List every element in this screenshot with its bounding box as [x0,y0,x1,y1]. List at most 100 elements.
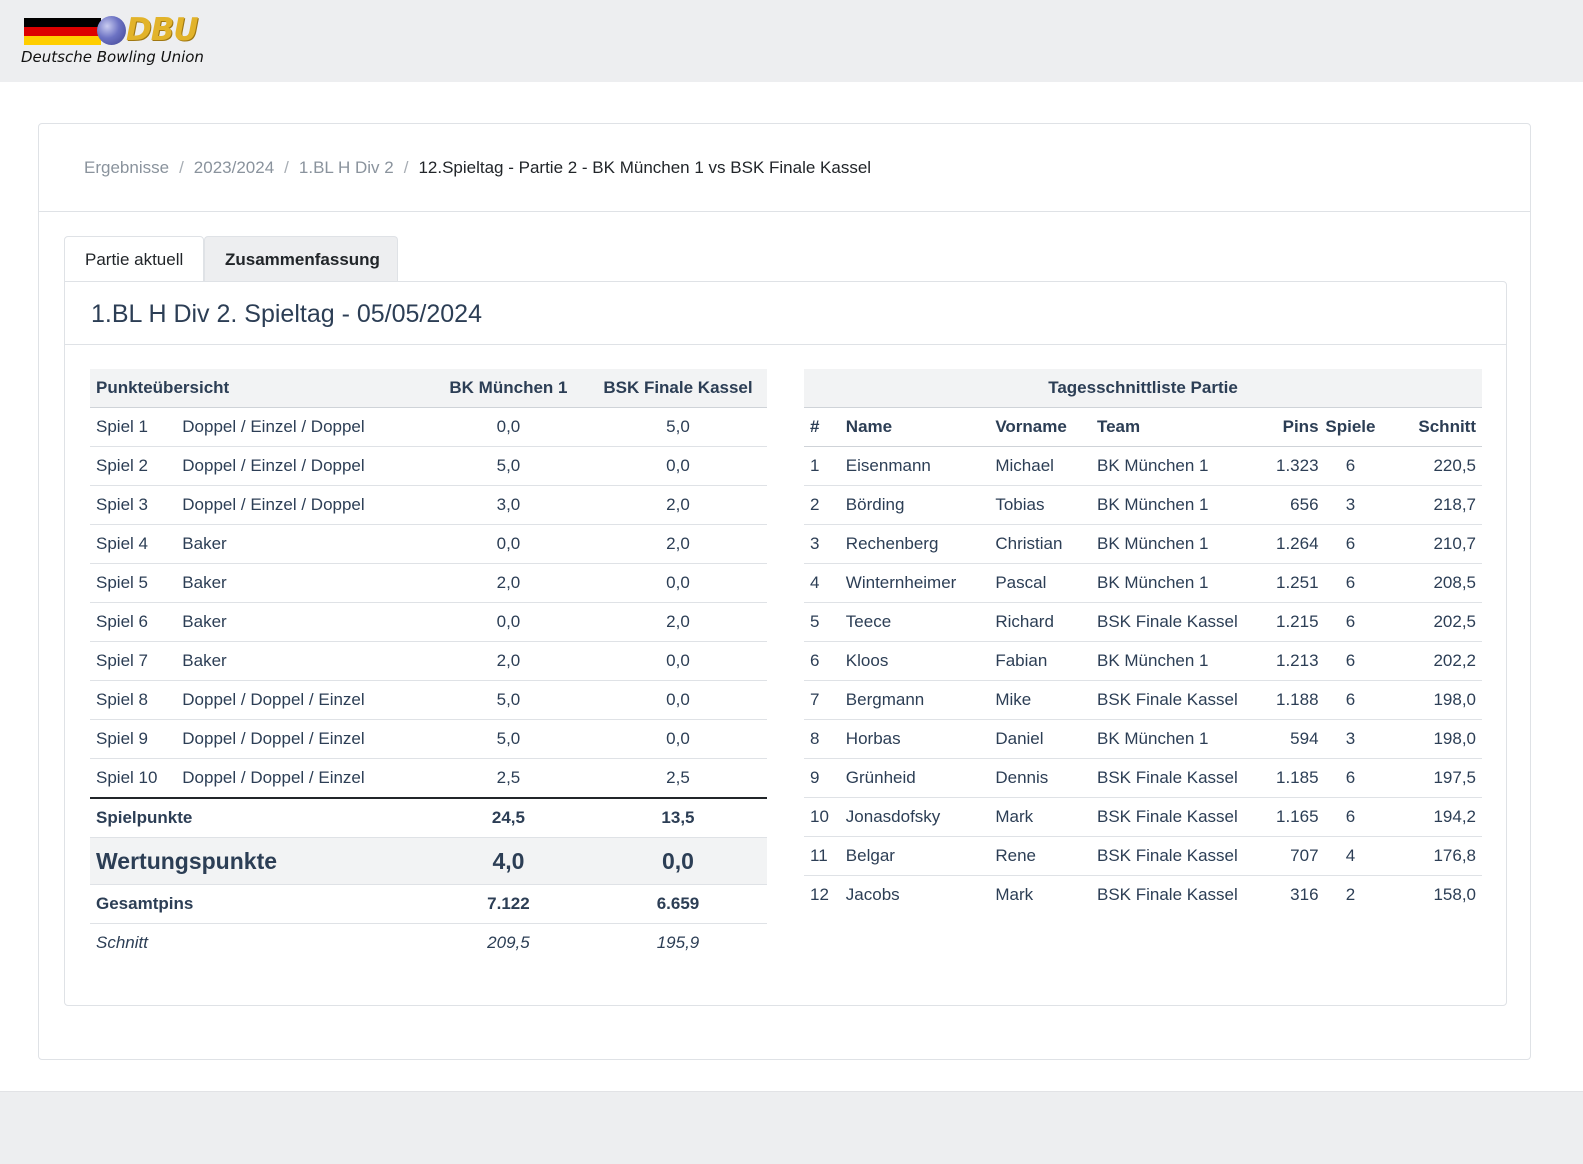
spiel-team-a-points: 2,5 [427,758,589,799]
name-cell: Teece [845,602,996,642]
gesamtpins-label: Gesamtpins [90,884,428,924]
team-cell: BSK Finale Kassel [1096,758,1247,798]
spiel-team-b-points: 2,0 [588,524,767,564]
spiel-mode: Doppel / Doppel / Einzel [182,680,428,720]
spiel-row: Spiel 5 Baker 2,0 0,0 [90,563,767,603]
ranking-row: 5 Teece Richard BSK Finale Kassel 1.215 6 202,… [804,602,1482,642]
spiel-team-a-points: 5,0 [427,446,589,486]
schnitt-cell: 210,7 [1382,524,1482,564]
spiel-mode: Doppel / Doppel / Einzel [182,719,428,759]
spiel-mode: Doppel / Einzel / Doppel [182,446,428,486]
tab-partie-aktuell[interactable]: Partie aktuell [64,236,204,282]
ranking-row: 9 Grünheid Dennis BSK Finale Kassel 1.185 6 19… [804,758,1482,798]
col-schnitt-header: Schnitt [1382,407,1482,447]
spiel-team-b-points: 2,0 [588,602,767,642]
spiel-mode: Doppel / Doppel / Einzel [182,758,428,799]
vorname-cell: Pascal [995,563,1097,603]
ranking-row: 7 Bergmann Mike BSK Finale Kassel 1.188 6 198,… [804,680,1482,720]
spielpunkte-row: Spielpunkte 24,5 13,5 [90,797,767,838]
schnitt-cell: 202,2 [1382,641,1482,681]
team-cell: BSK Finale Kassel [1096,680,1247,720]
ranking-row: 4 Winternheimer Pascal BK München 1 1.251 6 20… [804,563,1482,603]
pins-cell: 1.264 [1246,524,1319,564]
points-header-row: Punkteübersicht BK München 1 BSK Finale … [90,369,767,408]
spiel-mode: Baker [182,524,428,564]
name-cell: Bergmann [845,680,996,720]
logo-text: Deutsche Bowling Union [21,48,204,66]
rank-cell: 2 [804,485,846,525]
spiele-cell: 6 [1318,524,1383,564]
spiel-row: Spiel 9 Doppel / Doppel / Einzel 5,0 0,0 [90,719,767,759]
breadcrumb-item-league[interactable]: 1.BL H Div 2 [298,158,394,177]
wertungspunkte-label: Wertungspunkte [90,837,428,885]
name-cell: Börding [845,485,996,525]
schnitt-cell: 198,0 [1382,680,1482,720]
spielpunkte-team-a: 24,5 [427,797,589,838]
rank-cell: 1 [804,446,846,486]
vorname-cell: Tobias [995,485,1097,525]
spiel-label: Spiel 1 [90,407,183,447]
breadcrumb-item-ergebnisse[interactable]: Ergebnisse [84,158,170,177]
dbu-logo[interactable]: DBU Deutsche Bowling Union [21,12,221,71]
spiel-row: Spiel 10 Doppel / Doppel / Einzel 2,5 2,5 [90,758,767,799]
vorname-cell: Michael [995,446,1097,486]
spiel-label: Spiel 2 [90,446,183,486]
schnitt-cell: 197,5 [1382,758,1482,798]
spiel-mode: Baker [182,563,428,603]
spiel-team-a-points: 3,0 [427,485,589,525]
team-a-header: BK München 1 [427,369,589,408]
breadcrumb-separator: / [179,158,184,177]
spiel-team-a-points: 5,0 [427,680,589,720]
team-cell: BSK Finale Kassel [1096,602,1247,642]
spiele-cell: 6 [1318,758,1383,798]
spiel-label: Spiel 9 [90,719,183,759]
panel-title: 1.BL H Div 2. Spieltag - 05/05/2024 [91,300,482,328]
pins-cell: 1.185 [1246,758,1319,798]
spiel-team-b-points: 0,0 [588,446,767,486]
spiel-row: Spiel 7 Baker 2,0 0,0 [90,641,767,681]
ranking-row: 8 Horbas Daniel BK München 1 594 3 198,0 [804,719,1482,759]
vorname-cell: Rene [995,836,1097,876]
ranking-table: Tagesschnittliste Partie # Name Vorname … [804,369,1482,914]
rank-cell: 10 [804,797,846,837]
spiel-row: Spiel 1 Doppel / Einzel / Doppel 0,0 5,0 [90,407,767,447]
team-cell: BK München 1 [1096,563,1247,603]
pins-cell: 656 [1246,485,1319,525]
spiel-mode: Baker [182,641,428,681]
schnitt-team-a: 209,5 [487,933,530,952]
spiele-cell: 6 [1318,446,1383,486]
spiele-cell: 6 [1318,680,1383,720]
spiele-cell: 6 [1318,602,1383,642]
rank-cell: 8 [804,719,846,759]
pins-cell: 1.213 [1246,641,1319,681]
schnitt-team-b: 195,9 [656,933,700,952]
name-cell: Winternheimer [845,563,996,603]
pins-cell: 594 [1246,719,1319,759]
ranking-row: 3 Rechenberg Christian BK München 1 1.264 6 21… [804,524,1482,564]
name-cell: Grünheid [845,758,996,798]
spiele-cell: 3 [1318,719,1383,759]
breadcrumb-item-season[interactable]: 2023/2024 [193,158,275,177]
spiel-team-b-points: 0,0 [588,563,767,603]
tab-zusammenfassung[interactable]: Zusammenfassung [204,236,398,281]
spiel-label: Spiel 8 [90,680,183,720]
team-cell: BK München 1 [1096,641,1247,681]
spielpunkte-team-b: 13,5 [588,797,767,838]
spiel-team-b-points: 5,0 [588,407,767,447]
spiel-label: Spiel 6 [90,602,183,642]
rank-cell: 6 [804,641,846,681]
vorname-cell: Dennis [995,758,1097,798]
logo-mark: DBU [126,12,199,48]
breadcrumb-item-current: 12.Spieltag - Partie 2 - BK München 1 vs… [418,158,872,177]
col-rank-header: # [804,407,846,447]
pins-cell: 1.323 [1246,446,1319,486]
spiel-team-b-points: 0,0 [588,719,767,759]
team-cell: BK München 1 [1096,719,1247,759]
spiel-label: Spiel 7 [90,641,183,681]
col-spiele-header: Spiele [1318,407,1383,447]
name-cell: Horbas [845,719,996,759]
schnitt-cell: 194,2 [1382,797,1482,837]
spiel-team-b-points: 2,0 [588,485,767,525]
ranking-row: 10 Jonasdofsky Mark BSK Finale Kassel 1.165 6… [804,797,1482,837]
vorname-cell: Christian [995,524,1097,564]
